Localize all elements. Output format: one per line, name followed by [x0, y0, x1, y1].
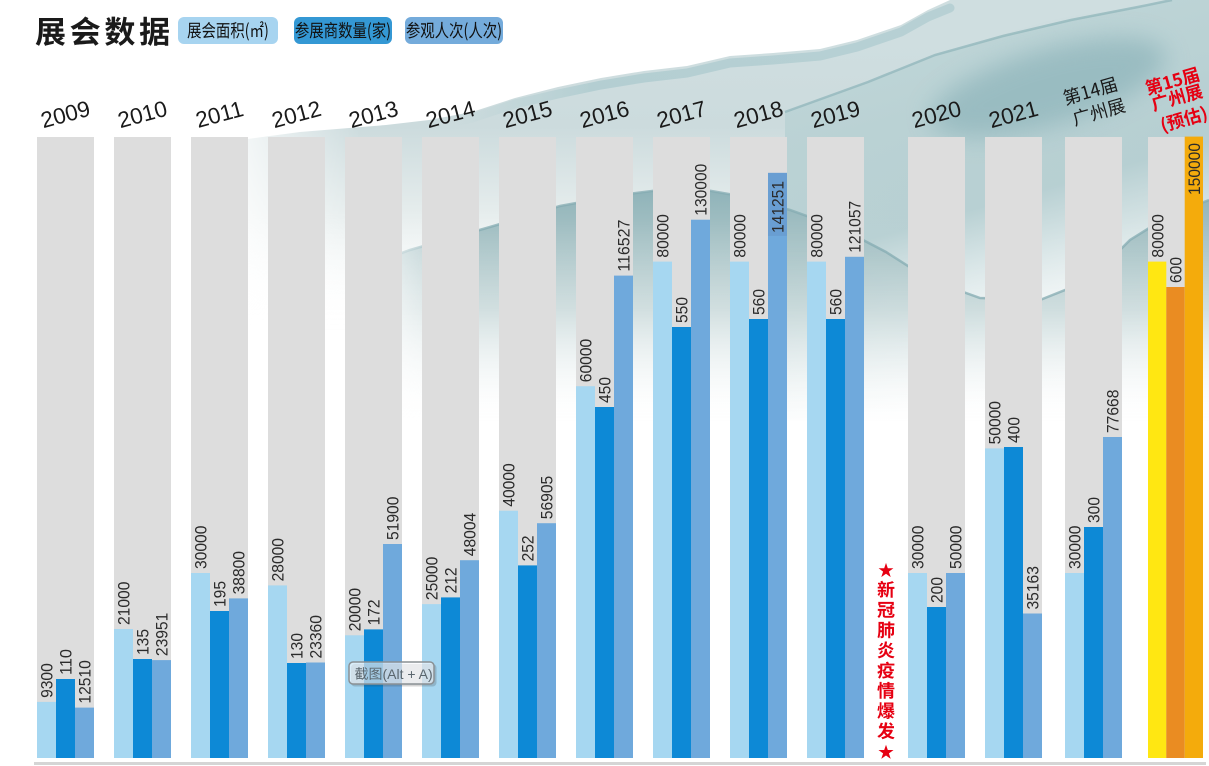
svg-text:252: 252 — [519, 535, 538, 561]
svg-text:200: 200 — [928, 577, 947, 603]
svg-text:80000: 80000 — [654, 214, 673, 257]
svg-text:21000: 21000 — [115, 582, 134, 625]
svg-text:130000: 130000 — [692, 164, 711, 216]
svg-text:23951: 23951 — [153, 613, 172, 656]
svg-text:30000: 30000 — [192, 526, 211, 569]
svg-text:141251: 141251 — [769, 181, 788, 233]
svg-text:212: 212 — [442, 567, 461, 593]
svg-text:80000: 80000 — [1148, 214, 1167, 257]
svg-text:56905: 56905 — [538, 476, 557, 519]
svg-text:130: 130 — [288, 633, 307, 659]
svg-text:150000: 150000 — [1185, 143, 1204, 195]
svg-text:560: 560 — [827, 289, 846, 315]
svg-text:30000: 30000 — [1066, 526, 1085, 569]
svg-text:135: 135 — [134, 629, 153, 655]
svg-text:(Alt + A): (Alt + A) — [383, 666, 433, 682]
svg-text:400: 400 — [1005, 417, 1024, 443]
svg-text:28000: 28000 — [269, 538, 288, 581]
svg-text:30000: 30000 — [909, 526, 928, 569]
svg-text:80000: 80000 — [731, 214, 750, 257]
svg-text:560: 560 — [750, 289, 769, 315]
svg-text:60000: 60000 — [577, 339, 596, 382]
svg-text:450: 450 — [596, 377, 615, 403]
svg-text:50000: 50000 — [986, 401, 1005, 444]
svg-text:116527: 116527 — [615, 220, 634, 272]
svg-text:48004: 48004 — [461, 513, 480, 556]
svg-text:110: 110 — [57, 649, 76, 675]
svg-text:25000: 25000 — [423, 557, 442, 600]
svg-text:38800: 38800 — [230, 551, 249, 594]
svg-text:12510: 12510 — [76, 660, 95, 703]
svg-text:121057: 121057 — [846, 201, 865, 253]
svg-text:50000: 50000 — [947, 526, 966, 569]
svg-text:195: 195 — [211, 581, 230, 607]
svg-text:80000: 80000 — [808, 214, 827, 257]
svg-text:51900: 51900 — [384, 497, 403, 540]
svg-text:9300: 9300 — [38, 663, 57, 698]
svg-text:550: 550 — [673, 297, 692, 323]
svg-text:20000: 20000 — [346, 588, 365, 631]
svg-text:172: 172 — [365, 599, 384, 625]
svg-text:35163: 35163 — [1024, 566, 1043, 609]
svg-text:23360: 23360 — [307, 615, 326, 658]
svg-text:300: 300 — [1085, 497, 1104, 523]
svg-text:40000: 40000 — [500, 463, 519, 506]
svg-text:77668: 77668 — [1104, 390, 1123, 433]
svg-text:600: 600 — [1167, 257, 1186, 283]
